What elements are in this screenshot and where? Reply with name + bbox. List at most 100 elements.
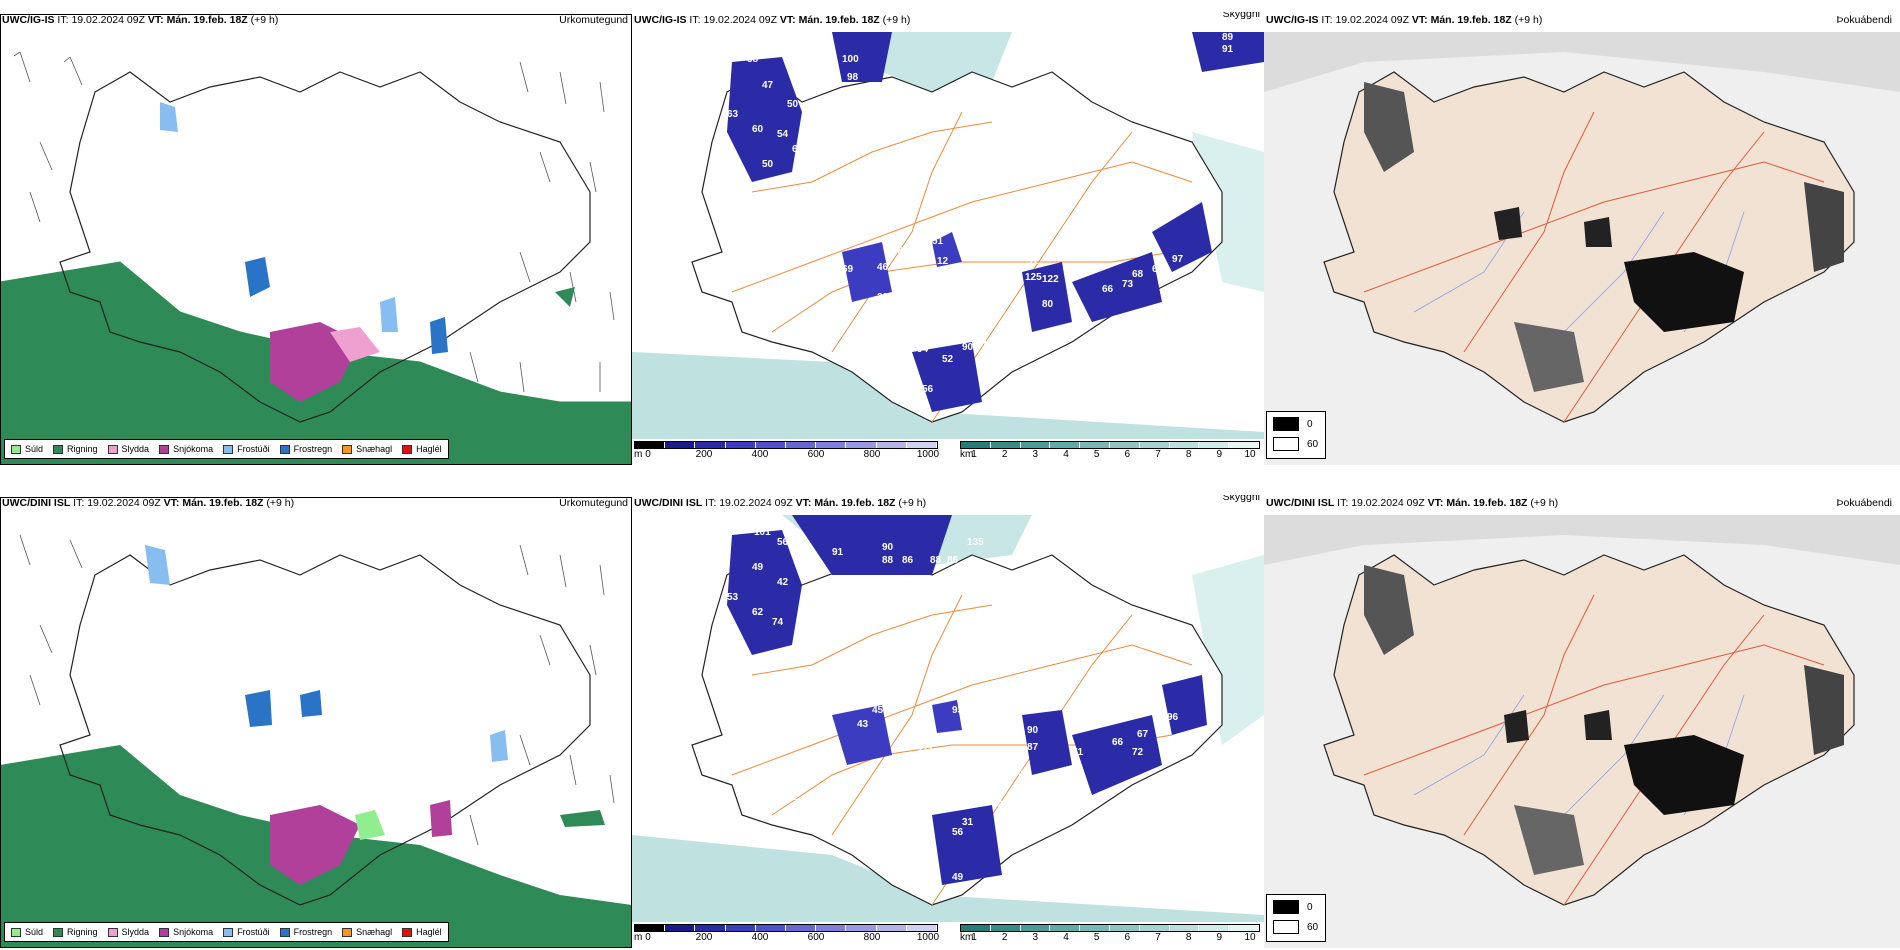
visibility-value-label: 68 bbox=[1132, 269, 1144, 280]
panel-header: UWC/IG-IS IT: 19.02.2024 09Z VT: Mán. 19… bbox=[1266, 14, 1898, 30]
visibility-value-label: 52 bbox=[942, 354, 954, 365]
visibility-value-label: 60 bbox=[752, 124, 764, 135]
scale-segment bbox=[1020, 442, 1051, 448]
precip-legend: Súld Rigning Slydda Snjókoma Frostúði Fr… bbox=[4, 922, 449, 942]
visibility-value-label: 73 bbox=[1122, 279, 1134, 290]
visibility-value-label: 84 bbox=[1047, 37, 1059, 48]
scale-tick: 4 bbox=[1063, 449, 1069, 460]
scale-segment bbox=[846, 442, 877, 448]
model-name: UWC/DINI ISL bbox=[1266, 497, 1335, 509]
visibility-value-label: 125 bbox=[1025, 272, 1042, 283]
fog-panel-top: UWC/IG-IS IT: 19.02.2024 09Z VT: Mán. 19… bbox=[1264, 12, 1900, 465]
it-label: IT: bbox=[689, 14, 701, 26]
legend-swatch bbox=[402, 927, 413, 937]
fog-legend-label: 60 bbox=[1307, 438, 1319, 450]
scale-tick: 3 bbox=[1032, 932, 1039, 943]
legend-item: Frostregn bbox=[279, 927, 332, 937]
scale-segment bbox=[876, 925, 907, 931]
panel-header: UWC/DINI ISL IT: 19.02.2024 09Z VT: Mán.… bbox=[2, 497, 630, 513]
legend-item: Frostregn bbox=[279, 444, 332, 454]
scale-segment bbox=[906, 925, 938, 931]
scale-segment bbox=[635, 925, 666, 931]
lead-time: (+9 h) bbox=[250, 14, 279, 26]
vt-label: VT: bbox=[163, 497, 180, 509]
scale-bar-km bbox=[960, 924, 1260, 932]
legend-label: Snjókoma bbox=[173, 444, 214, 454]
scale-segment bbox=[1229, 442, 1259, 448]
scale-segment bbox=[961, 442, 991, 448]
scale-segment bbox=[1199, 925, 1230, 931]
visibility-value-label: 80 bbox=[1042, 299, 1054, 310]
legend-swatch bbox=[107, 927, 118, 937]
visibility-value-label: 67 bbox=[1137, 729, 1149, 740]
scale-tick: 4 bbox=[1063, 932, 1069, 943]
visibility-value-label: 64 bbox=[792, 144, 804, 155]
scale-segment bbox=[990, 442, 1021, 448]
legend-label: Haglél bbox=[416, 444, 442, 454]
scale-unit: m bbox=[634, 449, 643, 460]
visibility-value-label: 96 bbox=[1167, 712, 1179, 723]
legend-label: Súld bbox=[25, 927, 44, 937]
fog-legend: 0 60 bbox=[1266, 894, 1326, 942]
visibility-value-label: 83 bbox=[1027, 792, 1039, 803]
legend-label: Frostúði bbox=[237, 444, 270, 454]
visibility-value-label: 31 bbox=[962, 817, 974, 828]
visibility-value-label: 10 bbox=[982, 339, 994, 350]
vt-label: VT: bbox=[795, 497, 812, 509]
scale-segment bbox=[665, 442, 696, 448]
panel-title: Úrkomutegund bbox=[559, 497, 628, 509]
legend-swatch bbox=[53, 927, 64, 937]
scale-segment bbox=[755, 442, 787, 448]
scale-tick: 1000 bbox=[916, 449, 940, 460]
scale-segment bbox=[1199, 442, 1230, 448]
visibility-value-label: 206 bbox=[877, 292, 894, 303]
visibility-value-label: 79 bbox=[927, 867, 939, 878]
visibility-value-label: 211 bbox=[917, 745, 934, 756]
precip-map bbox=[0, 515, 632, 948]
visibility-value-label: 101 bbox=[754, 527, 771, 538]
scale-segment bbox=[1109, 925, 1140, 931]
panel-title: Þokuábendi bbox=[1836, 14, 1892, 26]
visibility-value-label: 122 bbox=[1042, 274, 1059, 285]
visibility-value-label: 93 bbox=[952, 705, 964, 716]
visibility-value-label: 56 bbox=[952, 827, 964, 838]
fog-legend-item: 0 bbox=[1273, 417, 1313, 431]
lead-time: (+9 h) bbox=[266, 497, 295, 509]
visibility-value-label: 63 bbox=[727, 109, 739, 120]
scale-tick: 10 bbox=[1244, 449, 1256, 460]
legend-label: Snæhagl bbox=[356, 444, 393, 454]
scale-unit: m bbox=[634, 932, 643, 943]
lead-time: (+9 h) bbox=[882, 14, 911, 26]
scale-segment bbox=[876, 442, 907, 448]
it-value: 19.02.2024 09Z bbox=[703, 14, 777, 26]
scale-segment bbox=[725, 925, 756, 931]
scale-tick: 9 bbox=[1216, 932, 1223, 943]
fog-legend-label: 60 bbox=[1307, 921, 1319, 933]
visibility-value-label: 91 bbox=[1222, 44, 1234, 55]
visibility-value-label: 86 bbox=[902, 555, 914, 566]
legend-item: Súld bbox=[11, 927, 43, 937]
vt-label: VT: bbox=[779, 14, 796, 26]
visibility-scale-m: m 0 200 400 600 800 1000 bbox=[634, 924, 939, 946]
model-name: UWC/IG-IS bbox=[1266, 14, 1319, 26]
scale-segment bbox=[1050, 442, 1081, 448]
legend-item: Snjókoma bbox=[159, 444, 213, 454]
scale-tick: 7 bbox=[1155, 932, 1161, 943]
it-value: 19.02.2024 09Z bbox=[87, 497, 161, 509]
visibility-value-label: 135 bbox=[967, 537, 984, 548]
legend-label: Slydda bbox=[121, 444, 150, 454]
scale-unit: km bbox=[960, 932, 974, 943]
fog-swatch bbox=[1273, 920, 1299, 934]
panel-title: Skyggni bbox=[1222, 495, 1260, 503]
visibility-panel-bottom: UWC/DINI ISL IT: 19.02.2024 09Z VT: Mán.… bbox=[632, 495, 1264, 948]
scale-ticks-km: km 1 2 3 4 5 6 7 8 9 10 bbox=[960, 932, 1260, 944]
vt-value: Mán. 19.feb. 18Z bbox=[166, 14, 248, 26]
scale-segment bbox=[725, 442, 756, 448]
scale-tick: 6 bbox=[1124, 932, 1131, 943]
legend-label: Snjókoma bbox=[173, 927, 214, 937]
fog-swatch bbox=[1273, 417, 1299, 431]
vt-label: VT: bbox=[147, 14, 164, 26]
scale-tick: 0 bbox=[645, 449, 651, 460]
legend-item: Slydda bbox=[107, 927, 149, 937]
panel-header: UWC/DINI ISL IT: 19.02.2024 09Z VT: Mán.… bbox=[634, 495, 1262, 513]
